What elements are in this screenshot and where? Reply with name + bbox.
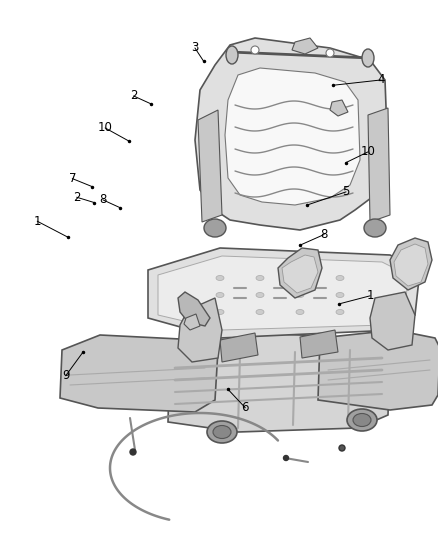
Ellipse shape: [336, 293, 344, 297]
Text: 1: 1: [366, 289, 374, 302]
Text: 4: 4: [377, 74, 385, 86]
Polygon shape: [370, 292, 415, 350]
Polygon shape: [198, 110, 222, 222]
Polygon shape: [178, 292, 210, 326]
Polygon shape: [330, 100, 348, 116]
Text: 5: 5: [343, 185, 350, 198]
Polygon shape: [225, 68, 360, 205]
Text: 2: 2: [130, 90, 138, 102]
Polygon shape: [318, 330, 438, 410]
Polygon shape: [394, 244, 428, 286]
Polygon shape: [390, 238, 432, 290]
Polygon shape: [195, 38, 388, 230]
Ellipse shape: [326, 49, 334, 57]
Ellipse shape: [339, 445, 345, 451]
Text: 7: 7: [68, 172, 76, 185]
Polygon shape: [282, 255, 318, 293]
Ellipse shape: [216, 276, 224, 280]
Ellipse shape: [296, 293, 304, 297]
Polygon shape: [300, 330, 338, 358]
Polygon shape: [60, 335, 218, 412]
Text: 10: 10: [360, 146, 375, 158]
Text: 3: 3: [191, 42, 198, 54]
Ellipse shape: [256, 276, 264, 280]
Polygon shape: [278, 248, 322, 298]
Ellipse shape: [256, 293, 264, 297]
Polygon shape: [168, 332, 390, 432]
Polygon shape: [368, 108, 390, 222]
Ellipse shape: [216, 310, 224, 314]
Ellipse shape: [256, 310, 264, 314]
Ellipse shape: [226, 46, 238, 64]
Ellipse shape: [213, 425, 231, 439]
Text: 8: 8: [321, 228, 328, 241]
Ellipse shape: [362, 49, 374, 67]
Ellipse shape: [296, 310, 304, 314]
Ellipse shape: [207, 421, 237, 443]
Text: 9: 9: [62, 369, 70, 382]
Ellipse shape: [283, 456, 289, 461]
Text: 2: 2: [73, 191, 81, 204]
Ellipse shape: [336, 276, 344, 280]
Text: 8: 8: [99, 193, 106, 206]
Polygon shape: [178, 298, 222, 362]
Polygon shape: [148, 248, 420, 338]
Ellipse shape: [130, 449, 136, 455]
Ellipse shape: [353, 414, 371, 426]
Polygon shape: [158, 256, 408, 330]
Ellipse shape: [204, 219, 226, 237]
Polygon shape: [184, 314, 200, 330]
Polygon shape: [292, 38, 318, 54]
Ellipse shape: [347, 409, 377, 431]
Polygon shape: [220, 333, 258, 362]
Ellipse shape: [364, 219, 386, 237]
Text: 1: 1: [33, 215, 41, 228]
Text: 6: 6: [241, 401, 249, 414]
Text: 10: 10: [98, 122, 113, 134]
Ellipse shape: [296, 276, 304, 280]
Ellipse shape: [251, 46, 259, 54]
Ellipse shape: [216, 293, 224, 297]
Ellipse shape: [336, 310, 344, 314]
